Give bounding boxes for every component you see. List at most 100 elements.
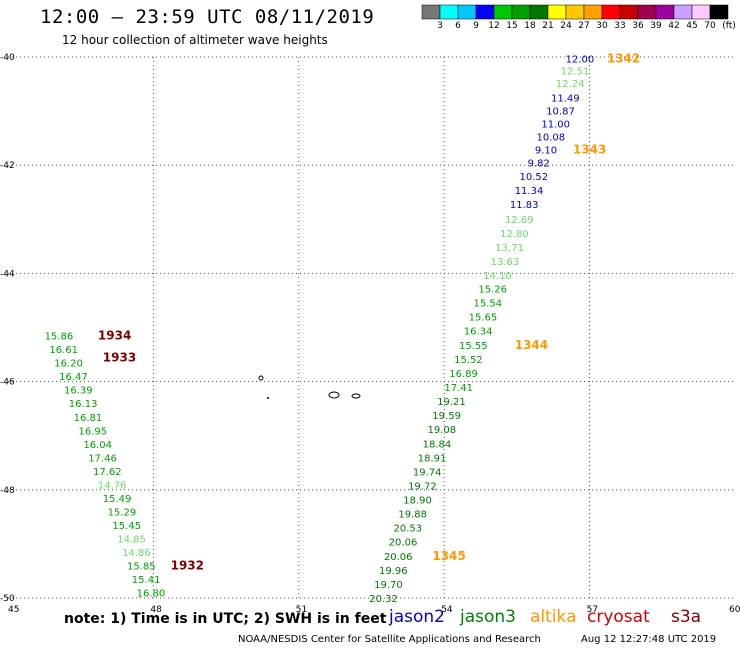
colorbar-tick-label: 21 bbox=[542, 21, 554, 31]
colorbar-swatch bbox=[439, 4, 459, 20]
island-outline bbox=[351, 393, 361, 399]
page-subtitle: 12 hour collection of altimeter wave hei… bbox=[62, 33, 328, 47]
wave-height-label: 9.82 bbox=[528, 158, 550, 169]
track-time-label: 1344 bbox=[515, 338, 548, 352]
wave-height-label: 19.21 bbox=[437, 397, 466, 408]
wave-height-label: 19.88 bbox=[398, 510, 427, 521]
wave-height-label: 17.46 bbox=[88, 453, 117, 464]
colorbar-tick-label: 45 bbox=[686, 21, 698, 31]
track-time-label: 1934 bbox=[98, 329, 131, 343]
colorbar-unit: (ft) bbox=[722, 21, 736, 31]
colorbar-swatch bbox=[691, 4, 711, 20]
wave-height-label: 15.65 bbox=[469, 313, 498, 324]
y-tick-label: -46 bbox=[0, 378, 15, 388]
colorbar-tick-label: 36 bbox=[632, 21, 644, 31]
colorbar-swatch bbox=[673, 4, 693, 20]
colorbar bbox=[421, 4, 729, 20]
wave-height-label: 17.62 bbox=[93, 467, 122, 478]
legend-cryosat: cryosat bbox=[587, 607, 650, 627]
y-tick-label: -48 bbox=[0, 486, 15, 496]
colorbar-swatch bbox=[709, 4, 729, 20]
wave-height-label: 16.95 bbox=[78, 426, 107, 437]
wave-height-label: 18.84 bbox=[423, 439, 452, 450]
wave-height-label: 15.26 bbox=[478, 285, 507, 296]
track-time-label: 1933 bbox=[103, 350, 136, 364]
y-tick-label: -44 bbox=[0, 269, 15, 279]
colorbar-swatch bbox=[547, 4, 567, 20]
colorbar-swatch bbox=[637, 4, 657, 20]
wave-height-label: 11.83 bbox=[510, 200, 539, 211]
island-outline bbox=[328, 391, 340, 399]
colorbar-tick-label: 33 bbox=[614, 21, 626, 31]
y-tick-label: -50 bbox=[0, 594, 15, 604]
wave-height-label: 16.81 bbox=[74, 413, 103, 424]
wave-height-label: 14.86 bbox=[122, 548, 151, 559]
wave-height-label: 20.06 bbox=[384, 552, 413, 563]
track-time-label: 1345 bbox=[432, 549, 465, 563]
wave-height-label: 16.39 bbox=[64, 386, 93, 397]
colorbar-swatch bbox=[619, 4, 639, 20]
wave-height-label: 9.10 bbox=[535, 146, 557, 157]
colorbar-swatch bbox=[601, 4, 621, 20]
track-time-label: 1342 bbox=[607, 52, 640, 66]
y-tick-label: -40 bbox=[0, 53, 15, 63]
colorbar-swatch bbox=[655, 4, 675, 20]
wave-height-label: 16.47 bbox=[59, 372, 88, 383]
legend-jason2: jason2 bbox=[389, 607, 445, 627]
wave-height-label: 19.96 bbox=[379, 566, 408, 577]
legend-altika: altika bbox=[530, 607, 577, 627]
wave-height-label: 10.87 bbox=[546, 107, 575, 118]
wave-height-label: 13.63 bbox=[490, 257, 519, 268]
wave-height-label: 16.89 bbox=[449, 369, 478, 380]
colorbar-tick-label: 39 bbox=[650, 21, 662, 31]
wave-height-label: 16.04 bbox=[83, 440, 112, 451]
colorbar-swatch bbox=[421, 4, 441, 20]
wave-height-label: 15.29 bbox=[108, 507, 137, 518]
wave-height-label: 19.74 bbox=[413, 467, 442, 478]
colorbar-swatch bbox=[583, 4, 603, 20]
wave-height-label: 16.20 bbox=[54, 359, 83, 370]
colorbar-tick-label: 42 bbox=[668, 21, 680, 31]
legend-jason3: jason3 bbox=[460, 607, 516, 627]
wave-height-label: 15.49 bbox=[103, 494, 132, 505]
wave-height-label: 15.86 bbox=[45, 332, 74, 343]
colorbar-swatch bbox=[493, 4, 513, 20]
wave-height-label: 19.59 bbox=[432, 411, 461, 422]
colorbar-swatch bbox=[529, 4, 549, 20]
wave-height-label: 15.41 bbox=[132, 575, 161, 586]
wave-height-label: 19.70 bbox=[374, 580, 403, 591]
colorbar-tick-label: 15 bbox=[506, 21, 518, 31]
wave-height-label: 16.80 bbox=[137, 589, 166, 600]
wave-height-label: 13.71 bbox=[495, 243, 524, 254]
x-tick-labels: 45 48 51 54 57 60 bbox=[8, 605, 740, 615]
footer-note: note: 1) Time is in UTC; 2) SWH is in fe… bbox=[64, 611, 387, 627]
colorbar-tick-label: 30 bbox=[596, 21, 608, 31]
wave-height-label: 12.80 bbox=[500, 229, 529, 240]
island-outline bbox=[267, 397, 269, 399]
wave-height-label: 15.45 bbox=[112, 521, 141, 532]
wave-height-label: 19.08 bbox=[427, 425, 456, 436]
island-outline bbox=[258, 375, 264, 381]
wave-height-label: 12.51 bbox=[561, 67, 590, 78]
wave-height-label: 11.00 bbox=[541, 120, 570, 131]
wave-height-label: 12.00 bbox=[566, 55, 595, 66]
legend-s3a: s3a bbox=[671, 607, 702, 627]
colorbar-swatch bbox=[565, 4, 585, 20]
wave-height-label: 18.90 bbox=[403, 496, 432, 507]
x-tick-label: 54 bbox=[441, 605, 453, 615]
y-tick-labels: -40 -42 -44 -46 -48 -50 bbox=[0, 53, 15, 604]
track-time-label: 1932 bbox=[171, 559, 204, 573]
track-time-label: 1343 bbox=[573, 143, 606, 157]
wave-height-label: 17.41 bbox=[444, 383, 473, 394]
wave-height-label: 10.52 bbox=[520, 172, 549, 183]
x-tick-label: 45 bbox=[8, 605, 19, 615]
x-tick-label: 51 bbox=[296, 605, 307, 615]
wave-height-label: 16.34 bbox=[464, 327, 493, 338]
wave-height-label: 16.61 bbox=[49, 345, 78, 356]
colorbar-swatch bbox=[475, 4, 495, 20]
x-tick-label: 57 bbox=[587, 605, 598, 615]
wave-height-label: 14.76 bbox=[98, 480, 127, 491]
page-title: 12:00 – 23:59 UTC 08/11/2019 bbox=[40, 6, 375, 28]
colorbar-swatch bbox=[511, 4, 531, 20]
